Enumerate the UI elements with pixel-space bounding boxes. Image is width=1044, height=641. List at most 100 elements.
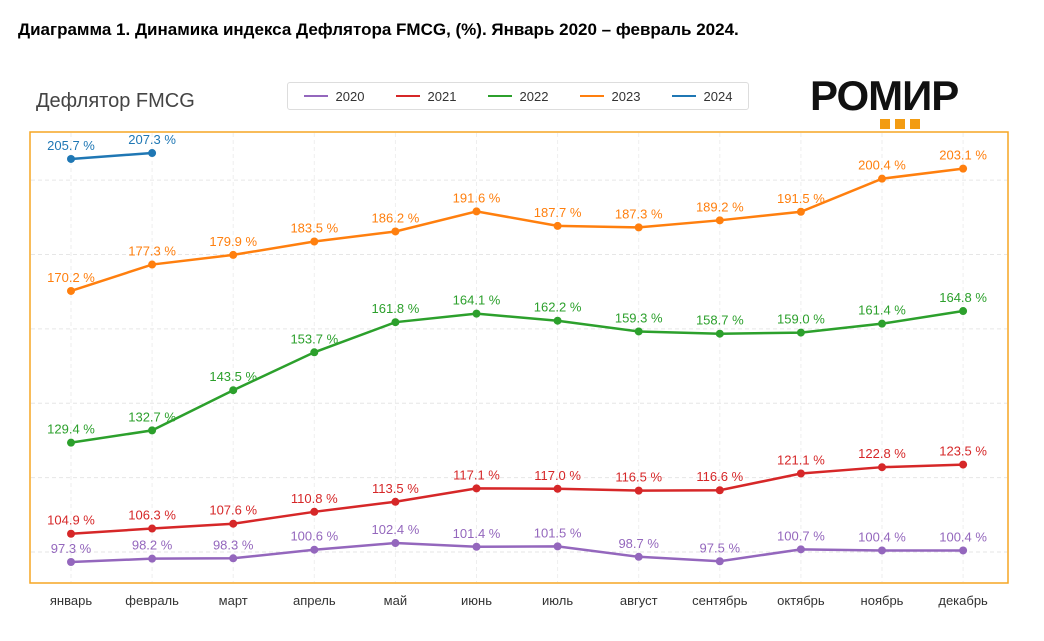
chart-title: Дефлятор FMCG [36, 90, 195, 112]
legend-item-2024: 2024 [671, 88, 733, 104]
data-label: 122.8 % [858, 446, 906, 461]
data-label: 187.7 % [534, 205, 582, 220]
data-label: 159.0 % [777, 312, 825, 327]
legend-swatch [579, 95, 604, 97]
x-tick-label: май [384, 593, 407, 608]
data-point [67, 438, 75, 447]
data-label: 100.4 % [858, 529, 906, 544]
data-label: 159.3 % [615, 310, 663, 325]
data-point [148, 426, 157, 435]
data-label: 107.6 % [209, 503, 257, 518]
data-point [878, 319, 886, 328]
data-point [553, 221, 562, 230]
data-point [634, 486, 643, 495]
page-title: Диаграмма 1. Динамика индекса Дефлятора … [18, 20, 739, 39]
data-point [472, 542, 481, 551]
data-label: 183.5 % [290, 221, 338, 236]
legend: 2020 2021 2022 2023 2024 [287, 82, 749, 110]
data-point [310, 348, 319, 357]
data-point [796, 469, 805, 478]
data-label: 110.8 % [291, 491, 338, 506]
legend-item-2021: 2021 [395, 89, 456, 104]
data-label: 186.2 % [372, 210, 420, 225]
legend-swatch [303, 95, 328, 97]
data-label: 113.5 % [372, 481, 419, 496]
data-label: 164.1 % [453, 293, 501, 308]
data-point [148, 149, 157, 158]
data-label: 207.3 % [128, 132, 176, 147]
data-label: 187.3 % [615, 206, 663, 221]
data-label: 129.4 % [47, 422, 95, 437]
data-label: 100.7 % [777, 528, 825, 543]
legend-label: 2022 [519, 88, 549, 104]
series-line [70, 167, 964, 293]
data-label: 116.6 % [696, 469, 743, 484]
data-label: 170.2 % [47, 270, 95, 285]
data-point [715, 557, 724, 566]
data-point [878, 463, 886, 472]
data-label: 98.2 % [132, 538, 173, 553]
series-line [70, 151, 153, 161]
data-point [634, 327, 643, 336]
data-label: 121.1 % [777, 453, 825, 468]
data-point [67, 286, 75, 295]
series-line [70, 309, 964, 444]
data-point [229, 386, 238, 395]
data-label: 97.5 % [700, 540, 741, 555]
data-point [229, 554, 238, 563]
legend-label: 2024 [703, 88, 733, 104]
x-tick-label: апрель [293, 593, 336, 608]
plot-frame [29, 131, 1009, 584]
legend-swatch [671, 95, 696, 97]
data-label: 179.9 % [209, 234, 257, 249]
data-label: 98.7 % [618, 536, 659, 551]
data-label: 158.7 % [696, 313, 744, 328]
data-point [553, 316, 562, 325]
data-point [796, 545, 805, 554]
data-point [148, 260, 157, 269]
data-label: 104.9 % [47, 513, 95, 528]
data-point [310, 545, 319, 554]
svg-text:РОМИР: РОМИР [810, 72, 958, 119]
series-2020: 97.3 % 98.2 % 98.3 % 100.6 % 102.4 % 101.4 % 1… [51, 522, 987, 566]
x-tick-label: декабрь [938, 593, 988, 608]
data-point [472, 309, 481, 318]
data-point [553, 542, 562, 551]
data-point [878, 546, 886, 555]
data-point [553, 484, 562, 493]
x-tick-label: ноябрь [861, 593, 904, 608]
data-label: 123.5 % [939, 444, 987, 459]
data-label: 143.5 % [209, 369, 257, 384]
data-point [229, 250, 238, 259]
data-label: 205.7 % [47, 138, 95, 153]
data-label: 101.4 % [453, 526, 501, 541]
data-point [959, 164, 968, 173]
data-label: 97.3 % [51, 541, 92, 556]
series-2022: 129.4 % 132.7 % 143.5 % 153.7 % 161.8 % 164.1… [47, 290, 987, 447]
legend-swatch [395, 95, 420, 97]
x-tick-label: сентябрь [692, 593, 748, 608]
legend-item-2023: 2023 [579, 89, 640, 104]
x-tick-label: январь [50, 593, 92, 608]
data-label: 191.6 % [453, 190, 501, 205]
series-line [70, 541, 964, 564]
series-line [70, 463, 964, 535]
data-point [391, 227, 400, 236]
data-point [959, 307, 968, 316]
data-label: 161.8 % [372, 301, 420, 316]
data-point [959, 546, 968, 555]
data-label: 101.5 % [534, 525, 582, 540]
legend-item-2020: 2020 [303, 89, 364, 104]
data-label: 117.0 % [534, 468, 581, 483]
series-2021: 104.9 % 106.3 % 107.6 % 110.8 % 113.5 % 117.1… [47, 444, 987, 538]
data-label: 189.2 % [696, 199, 744, 214]
data-label: 106.3 % [128, 508, 176, 523]
data-label: 100.6 % [290, 529, 338, 544]
data-label: 116.5 % [615, 470, 662, 485]
data-label: 177.3 % [128, 244, 176, 259]
data-label: 100.4 % [939, 529, 987, 544]
data-point [796, 328, 805, 337]
data-label: 102.4 % [372, 522, 420, 537]
data-point [634, 552, 643, 561]
